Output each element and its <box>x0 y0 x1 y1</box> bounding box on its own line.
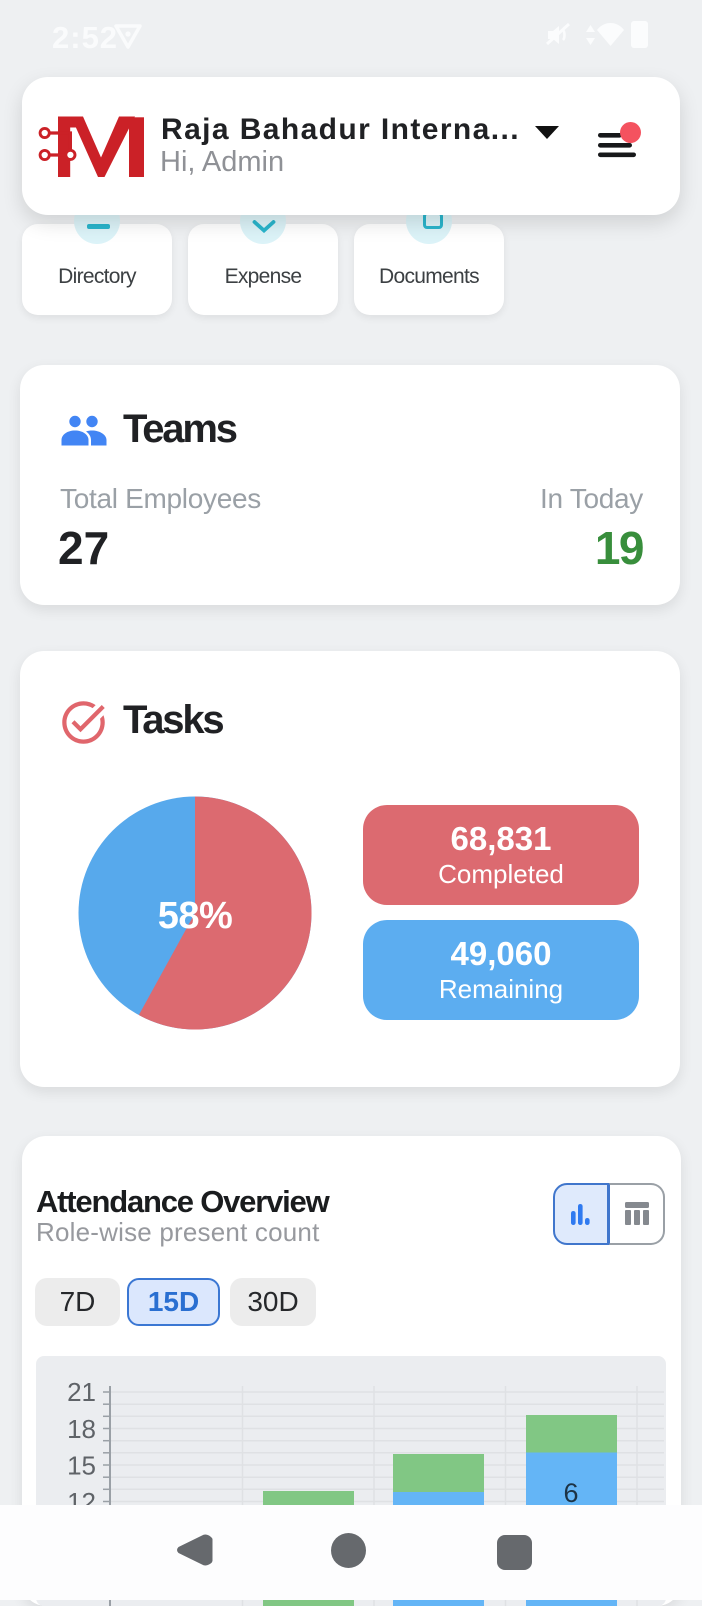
svg-text:18: 18 <box>67 1414 96 1444</box>
svg-text:15: 15 <box>67 1451 96 1481</box>
svg-text:6: 6 <box>563 1478 578 1508</box>
svg-text:21: 21 <box>67 1377 96 1407</box>
